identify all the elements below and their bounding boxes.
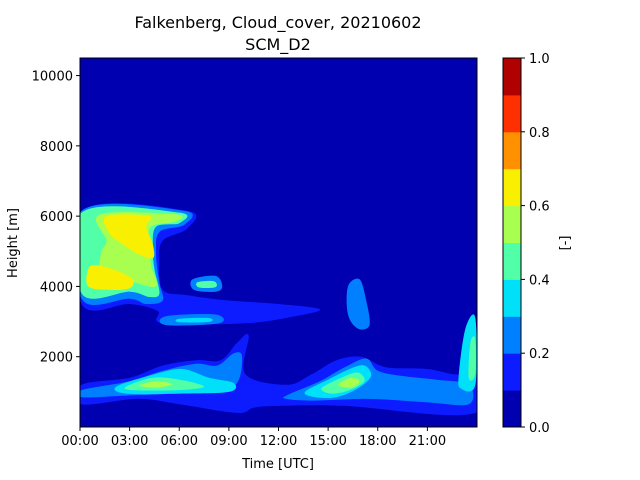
cloud-region-upper-deck-peak-b — [86, 265, 134, 291]
x-tick-label: 03:00 — [111, 434, 148, 449]
colorbar-tick-label: 0.0 — [529, 421, 550, 436]
x-axis-label: Time [UTC] — [241, 457, 314, 472]
colorbar-bands — [503, 58, 521, 428]
y-tick-label: 6000 — [40, 210, 73, 225]
colorbar-band — [503, 131, 521, 170]
y-axis: 2000 4000 6000 8000 10000 — [32, 70, 80, 366]
colorbar-tick-label: 0.4 — [529, 273, 550, 288]
colorbar-band — [503, 168, 521, 207]
y-tick-label: 10000 — [32, 70, 73, 85]
cloud-region-patch-0730-4000m-core — [196, 280, 217, 289]
x-tick-label: 00:00 — [61, 434, 98, 449]
colorbar-band — [503, 279, 521, 317]
colorbar-band — [503, 242, 521, 280]
x-tick-label: 12:00 — [260, 434, 297, 449]
y-tick-label: 2000 — [40, 351, 73, 366]
colorbar-ticks: 0.0 0.2 0.4 0.6 0.8 1.0 — [521, 52, 550, 436]
x-tick-label: 06:00 — [161, 434, 198, 449]
colorbar-tick-label: 0.2 — [529, 347, 550, 362]
colorbar-frame — [502, 57, 522, 428]
chart-subtitle: SCM_D2 — [245, 35, 311, 55]
cloud-region-patch-0630-3000m-core — [175, 317, 213, 323]
colorbar-tick-label: 1.0 — [529, 52, 550, 67]
y-tick-label: 8000 — [40, 140, 73, 155]
colorbar-band — [503, 94, 521, 133]
cloud-region-lower-deck-peak — [139, 381, 173, 388]
colorbar-tick-label: 0.8 — [529, 126, 550, 141]
x-tick-label: 15:00 — [309, 434, 346, 449]
colorbar-label: [-] — [558, 236, 573, 251]
y-tick-label: 4000 — [40, 280, 73, 295]
colorbar: 0.0 0.2 0.4 0.6 0.8 1.0 [-] — [502, 52, 573, 436]
cloud-contours — [80, 203, 477, 416]
colorbar-band — [503, 205, 521, 243]
cloud-region-upper-deck-peak-a — [103, 214, 155, 259]
chart-title: Falkenberg, Cloud_cover, 20210602 — [134, 13, 421, 33]
cloud-region-column-2330-1500m-core — [468, 336, 477, 381]
x-tick-label: 18:00 — [359, 434, 396, 449]
plot-area — [79, 57, 478, 428]
cloud-region-afternoon-peak — [338, 377, 360, 388]
x-tick-label: 21:00 — [409, 434, 446, 449]
colorbar-band — [503, 353, 521, 391]
colorbar-tick-label: 0.6 — [529, 200, 550, 215]
y-axis-label: Height [m] — [6, 208, 21, 278]
x-axis: 00:00 03:00 06:00 09:00 12:00 15:00 18:00 21:00 — [61, 427, 446, 449]
colorbar-band — [503, 390, 521, 428]
x-tick-label: 09:00 — [210, 434, 247, 449]
colorbar-band — [503, 316, 521, 354]
colorbar-band — [503, 58, 521, 96]
cloud-region-column-1600-3500m — [346, 278, 370, 330]
